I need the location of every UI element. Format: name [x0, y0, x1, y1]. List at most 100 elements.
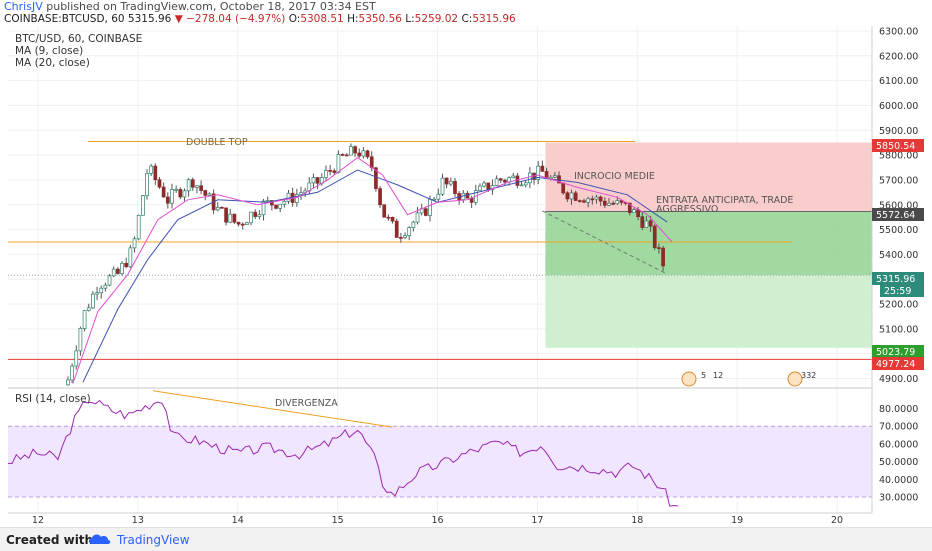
- candle-body: [153, 165, 158, 181]
- candle-body: [103, 284, 108, 289]
- candle-body: [190, 179, 195, 188]
- candle-body: [274, 204, 278, 209]
- candle-body: [165, 196, 170, 204]
- candle-body: [294, 194, 299, 203]
- candle-body: [582, 200, 586, 203]
- candle-body: [340, 154, 345, 156]
- price-pane[interactable]: [8, 26, 872, 513]
- candle-body: [286, 192, 291, 202]
- candle-body: [652, 225, 657, 249]
- candle-body: [195, 185, 199, 188]
- price-tick-label: 4900.00: [879, 374, 918, 385]
- low-label: L:: [405, 13, 415, 25]
- candle-body: [403, 235, 407, 238]
- candle-body: [482, 182, 486, 187]
- high-value: 5350.56: [358, 13, 402, 25]
- tag-stop: 4977.24: [876, 359, 915, 370]
- close-label: C:: [461, 13, 473, 25]
- candle-body: [207, 193, 212, 196]
- time-tick-label: 14: [232, 515, 244, 526]
- down-arrow-icon: ▼: [174, 13, 183, 25]
- time-tick-label: 18: [631, 515, 643, 526]
- candle-body: [627, 202, 632, 213]
- ohlc-line: COINBASE:BTCUSD, 60 5315.96 ▼ −278.04 (−…: [4, 13, 516, 25]
- candle-body: [365, 150, 370, 158]
- candle-body: [598, 196, 603, 202]
- candle-body: [145, 173, 149, 196]
- candle-body: [299, 192, 303, 195]
- created-with-label: Created with: [6, 533, 94, 547]
- tag-countdown: 25:59: [884, 286, 911, 297]
- candle-body: [161, 186, 166, 198]
- candle-body: [557, 175, 561, 184]
- candle-body: [607, 202, 611, 206]
- rsi-tick-label: 40.0000: [879, 475, 918, 486]
- price-tick-label: 5500.00: [879, 225, 918, 236]
- published-text: published on TradingView.com, October 18…: [46, 0, 376, 13]
- candle-body: [220, 206, 224, 209]
- price-tick-label: 6300.00: [879, 26, 918, 37]
- candle-body: [357, 152, 362, 157]
- price-tick-label: 6100.00: [879, 76, 918, 87]
- candle-body: [619, 200, 624, 203]
- candle-body: [178, 189, 183, 198]
- candle-body: [228, 213, 233, 223]
- tag-red-bg: [872, 139, 924, 152]
- candle-body: [657, 247, 661, 250]
- candle-body: [390, 216, 395, 222]
- incrocio-label: INCROCIO MEDIE: [574, 171, 655, 182]
- time-tick-label: 17: [531, 515, 543, 526]
- tag-entry: 5572.64: [876, 210, 915, 221]
- candle-body: [536, 165, 541, 180]
- candle-body: [577, 200, 582, 202]
- candle-body: [107, 275, 112, 286]
- entrata-label-1: ENTRATA ANTICIPATA, TRADE: [656, 195, 793, 206]
- candle-body: [78, 328, 83, 352]
- candle-body: [186, 179, 191, 192]
- candle-body: [74, 350, 79, 367]
- tradingview-brand[interactable]: TradingView: [117, 533, 190, 547]
- candle-body: [590, 198, 595, 201]
- flag-icon: [787, 371, 803, 387]
- price-tick-label: 6200.00: [879, 51, 918, 62]
- tag-red: 5850.54: [876, 141, 915, 152]
- candle-body: [232, 213, 237, 223]
- candle-body: [399, 237, 403, 239]
- tag-last-bg: [872, 272, 924, 285]
- rsi-tick-label: 30.0000: [879, 493, 918, 504]
- event-marker-1[interactable]: 5 12: [681, 371, 723, 387]
- axes: 4900.005000.005100.005200.005300.005400.…: [8, 26, 918, 526]
- candle-body: [411, 221, 416, 228]
- price-tick-label: 5900.00: [879, 126, 918, 137]
- candle-body: [353, 146, 357, 154]
- candle-body: [149, 165, 154, 174]
- publisher-line: ChrisJV published on TradingView.com, Oc…: [4, 0, 376, 13]
- candle-body: [82, 310, 87, 329]
- candle-body: [136, 214, 141, 240]
- event-marker-2[interactable]: 332: [787, 371, 816, 387]
- rsi-pane[interactable]: [8, 387, 872, 507]
- candle-body: [478, 185, 482, 191]
- candle-body: [215, 206, 220, 211]
- candle-body: [648, 220, 653, 227]
- rsi-tick-label: 50.0000: [879, 457, 918, 468]
- candle-body: [394, 220, 399, 238]
- candle-body: [436, 193, 441, 200]
- rsi-tick-label: 60.0000: [879, 439, 918, 450]
- chart-canvas[interactable]: 4900.005000.005100.005200.005300.005400.…: [0, 0, 932, 527]
- profit-zone-filled: [545, 211, 872, 276]
- candle-body: [640, 216, 645, 228]
- candle-body: [170, 189, 174, 204]
- author-name[interactable]: ChrisJV: [4, 0, 43, 13]
- candle-body: [565, 192, 570, 200]
- candle-body: [586, 198, 591, 203]
- candle-body: [261, 200, 266, 216]
- time-tick-label: 12: [32, 515, 44, 526]
- event-count-1: 5: [701, 371, 706, 380]
- candle-body: [490, 185, 495, 191]
- candle-body: [386, 216, 391, 219]
- candle-body: [632, 209, 636, 213]
- candle-body: [120, 262, 124, 274]
- candle-body: [440, 177, 445, 195]
- close-value: 5315.96: [472, 13, 516, 25]
